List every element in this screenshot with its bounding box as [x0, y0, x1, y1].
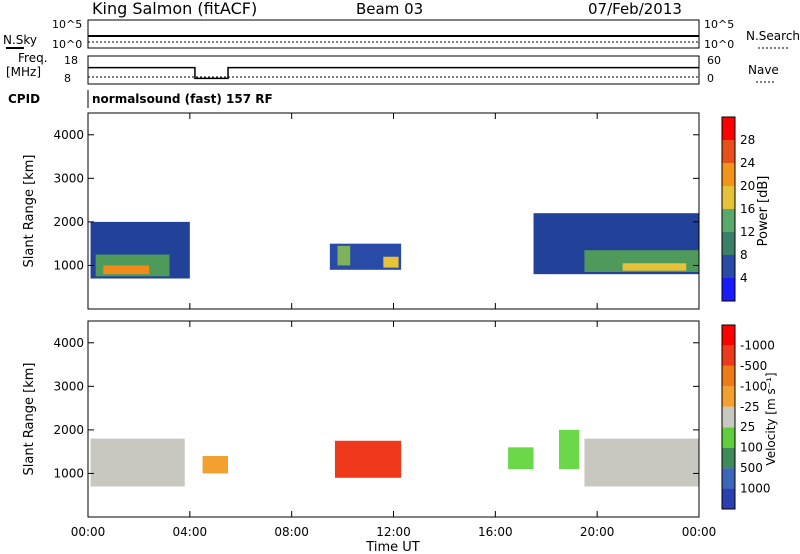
y-tick-label: 2000 — [53, 215, 84, 229]
cpid-label: CPID — [8, 92, 40, 106]
scatter-region-4 — [337, 245, 351, 266]
freq-left-tick-bottom: 8 — [64, 72, 71, 85]
power-heatmap-marks — [90, 213, 699, 279]
freq-panel: Freq. [MHz] 18 8 60 0 Nave — [6, 51, 779, 85]
colorbar-tick-label: -500 — [740, 359, 767, 373]
velocity-panel: 1000 2000 3000 4000 Slant Range [km] 1000 50… — [22, 320, 778, 518]
colorbar-swatch — [722, 209, 735, 232]
velocity-colorbar-label: Velocity [m s⁻¹] — [764, 372, 778, 465]
colorbar-tick-label: 500 — [740, 461, 763, 475]
colorbar-swatch — [722, 386, 735, 407]
y-tick-label: 3000 — [53, 379, 84, 393]
velocity-y-axis-label: Slant Range [km] — [22, 363, 37, 476]
scatter-region-1 — [202, 456, 229, 474]
noise-left-tick-top: 10^5 — [52, 18, 82, 31]
colorbar-swatch — [722, 468, 735, 489]
colorbar-tick-label: 20 — [740, 179, 755, 193]
colorbar-swatch — [722, 447, 735, 469]
scatter-region-2 — [334, 440, 402, 478]
cpid-row: CPID normalsound (fast) 157 RF — [8, 90, 273, 108]
colorbar-swatch — [722, 232, 735, 255]
y-tick-label: 3000 — [53, 171, 84, 185]
power-y-ticks: 1000 2000 3000 4000 — [53, 128, 699, 272]
x-tick-label: 16:00 — [478, 525, 513, 539]
colorbar-tick-label: 1000 — [740, 482, 771, 496]
colorbar-tick-label: 100 — [740, 441, 763, 455]
colorbar-swatch — [722, 345, 735, 366]
colorbar-swatch — [722, 406, 735, 428]
freq-label-line1: Freq. — [18, 51, 48, 65]
freq-left-tick-top: 18 — [64, 54, 78, 67]
velocity-colorbar: 1000 500 100 25 -25 -100 -500 -1000 — [721, 324, 775, 510]
time-axis-label: Time UT — [365, 540, 419, 554]
colorbar-swatch — [722, 255, 735, 278]
noise-right-tick-bottom: 10^0 — [704, 38, 734, 51]
colorbar-swatch — [722, 117, 735, 140]
colorbar-tick-label: 8 — [740, 248, 748, 262]
x-tick-label: 20:00 — [580, 525, 615, 539]
power-colorbar-label: Power [dB] — [756, 176, 771, 247]
x-tick-label: 00:00 — [682, 525, 717, 539]
beam-title: Beam 03 — [356, 0, 423, 18]
colorbar-swatch — [722, 325, 735, 346]
scatter-region-0 — [90, 438, 185, 487]
colorbar-tick-label: 4 — [740, 271, 748, 285]
x-tick-label: 08:00 — [274, 525, 309, 539]
x-tick-label: 12:00 — [376, 525, 411, 539]
power-y-axis-label: Slant Range [km] — [22, 155, 37, 268]
freq-label-line2: [MHz] — [6, 65, 41, 79]
colorbar-swatch — [722, 186, 735, 209]
x-tick-label: 04:00 — [173, 525, 208, 539]
frequency-series-line — [88, 66, 699, 80]
colorbar-swatch — [722, 140, 735, 163]
power-colorbar: 4 8 12 16 20 24 28 — [721, 116, 755, 302]
y-tick-label: 1000 — [53, 466, 84, 480]
power-panel: 1000 2000 3000 4000 Slant Range [km] 4 8 12 16… — [22, 112, 771, 310]
colorbar-swatch — [722, 488, 735, 509]
noise-right-tick-top: 10^5 — [704, 18, 734, 31]
nave-right-tick-top: 60 — [707, 54, 721, 67]
colorbar-tick-label: 12 — [740, 225, 755, 239]
colorbar-tick-label: 16 — [740, 202, 755, 216]
noise-search-label: N.Search — [746, 29, 800, 43]
time-axis-ticks: 00:00 04:00 08:00 12:00 16:00 20:00 00:00 — [71, 113, 717, 539]
noise-sky-label: N.Sky — [3, 33, 37, 47]
noise-panel: N.Sky 10^5 10^0 10^5 10^0 N.Search — [3, 18, 800, 51]
y-tick-label: 1000 — [53, 258, 84, 272]
colorbar-tick-label: 25 — [740, 420, 755, 434]
cpid-text: normalsound (fast) 157 RF — [92, 92, 273, 106]
y-tick-label: 4000 — [53, 128, 84, 142]
colorbar-tick-label: 24 — [740, 156, 755, 170]
y-tick-label: 2000 — [53, 423, 84, 437]
scatter-region-3 — [508, 447, 534, 470]
colorbar-swatch — [722, 163, 735, 186]
scatter-region-4 — [558, 429, 580, 470]
colorbar-tick-label: -100 — [740, 379, 767, 393]
scatter-region-2 — [103, 265, 150, 275]
colorbar-tick-label: -25 — [740, 400, 760, 414]
nave-right-tick-bottom: 0 — [707, 72, 714, 85]
date-title: 07/Feb/2013 — [588, 0, 682, 18]
velocity-heatmap-marks — [90, 429, 699, 487]
nave-label: Nave — [748, 63, 779, 77]
colorbar-frame — [721, 116, 736, 302]
scatter-region-8 — [622, 263, 687, 271]
station-title: King Salmon (fitACF) — [92, 0, 257, 18]
noise-left-tick-bottom: 10^0 — [52, 38, 82, 51]
x-tick-label: 00:00 — [71, 525, 106, 539]
colorbar-tick-label: -1000 — [740, 338, 775, 352]
colorbar-tick-label: 28 — [740, 133, 755, 147]
colorbar-swatch — [722, 365, 735, 387]
colorbar-frame — [721, 324, 736, 510]
colorbar-swatch — [722, 278, 735, 301]
y-tick-label: 4000 — [53, 336, 84, 350]
scatter-region-5 — [584, 438, 699, 487]
scatter-region-5 — [383, 256, 399, 268]
velocity-y-ticks: 1000 2000 3000 4000 — [53, 336, 699, 480]
colorbar-swatch — [722, 427, 735, 448]
